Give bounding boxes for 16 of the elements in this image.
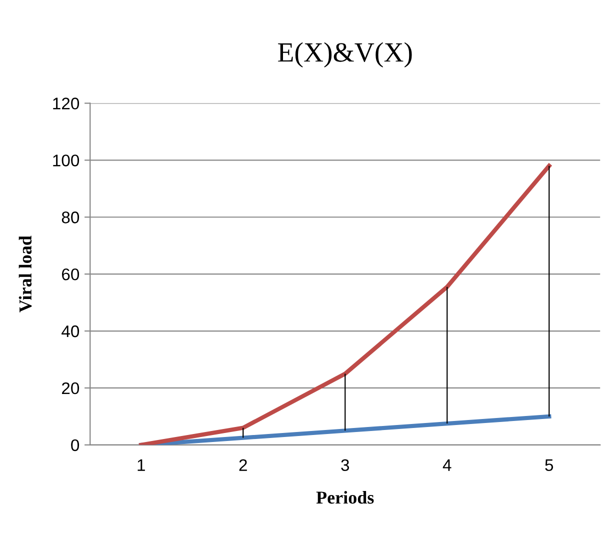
chart-title: E(X)&V(X) xyxy=(278,42,412,68)
y-axis-title: Viral load xyxy=(18,236,32,312)
x-tick-label: 1 xyxy=(138,459,145,471)
y-tick-label: 0 xyxy=(71,439,80,452)
y-tick-label: 80 xyxy=(62,212,80,224)
x-tick-label: 3 xyxy=(341,459,350,472)
x-tick-label: 5 xyxy=(545,459,554,472)
y-tick-label: 40 xyxy=(62,325,80,338)
y-tick-label: 60 xyxy=(62,268,80,280)
line-series xyxy=(139,164,552,445)
y-tick-label: 20 xyxy=(62,382,80,394)
x-tick-label: 4 xyxy=(442,459,452,471)
x-axis-title: Periods xyxy=(316,491,374,504)
y-tick-label: 120 xyxy=(53,98,80,110)
y-tick-label: 100 xyxy=(53,154,80,166)
x-tick-label: 2 xyxy=(239,459,247,471)
